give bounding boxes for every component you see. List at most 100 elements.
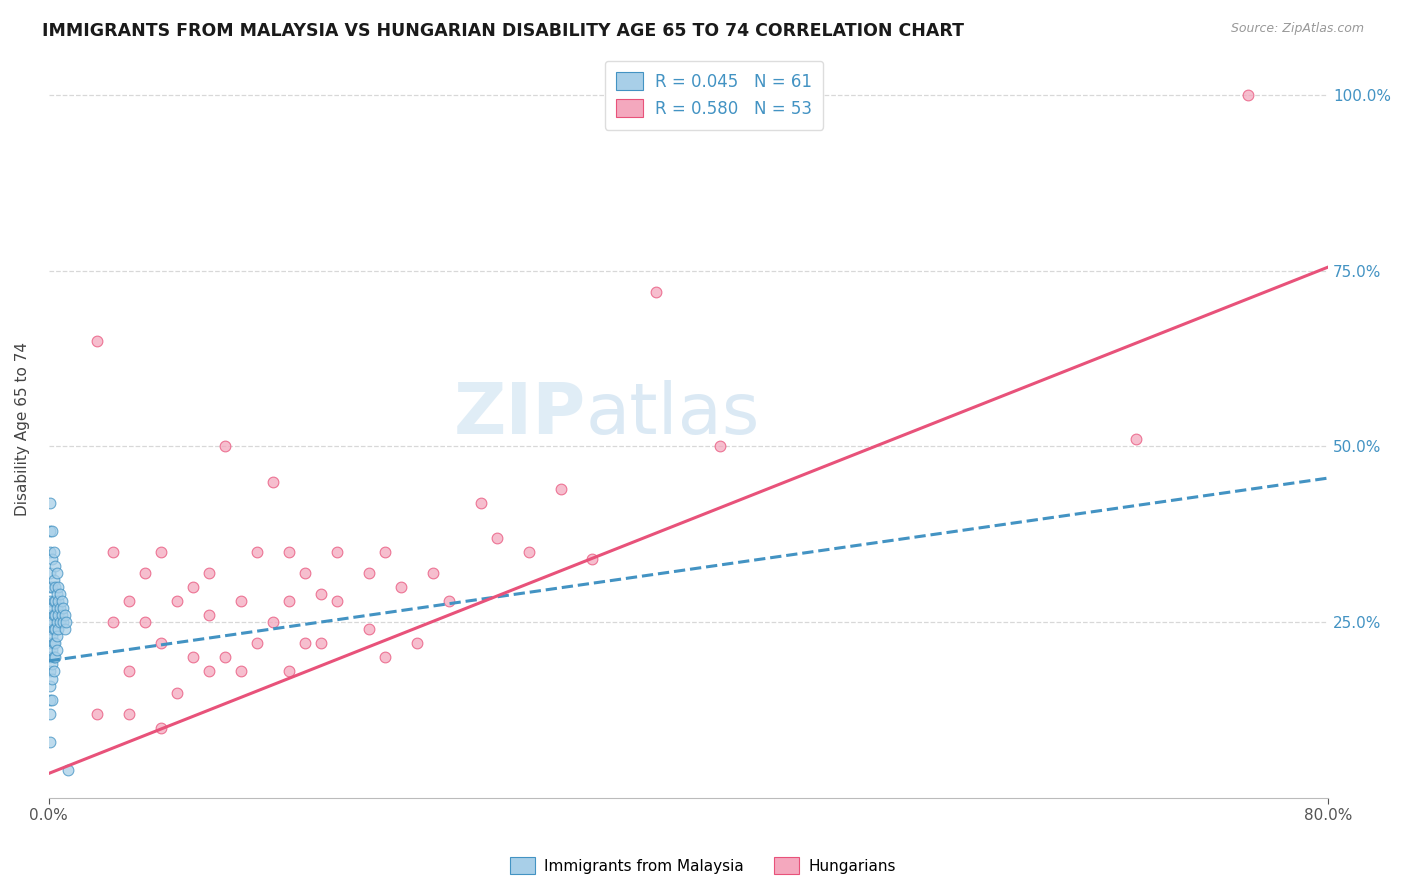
Point: [52, 615, 75, 630]
Point: [197, 608, 219, 623]
Point: [39, 496, 62, 510]
Point: [39, 594, 62, 608]
Point: [229, 665, 252, 679]
Point: [1125, 433, 1147, 447]
Point: [42, 594, 65, 608]
Point: [45, 643, 67, 657]
Point: [437, 594, 460, 608]
Point: [246, 636, 269, 650]
Point: [550, 482, 572, 496]
Point: [41, 643, 63, 657]
Point: [86, 334, 108, 348]
Point: [44, 636, 66, 650]
Point: [41, 524, 63, 538]
Text: IMMIGRANTS FROM MALAYSIA VS HUNGARIAN DISABILITY AGE 65 TO 74 CORRELATION CHART: IMMIGRANTS FROM MALAYSIA VS HUNGARIAN DI…: [42, 22, 965, 40]
Point: [45, 615, 67, 630]
Point: [197, 665, 219, 679]
Point: [53, 608, 76, 623]
Point: [44, 559, 66, 574]
Legend: Immigrants from Malaysia, Hungarians: Immigrants from Malaysia, Hungarians: [505, 851, 901, 880]
Point: [39, 706, 62, 721]
Point: [46, 594, 69, 608]
Point: [42, 608, 65, 623]
Point: [581, 552, 603, 566]
Point: [645, 285, 668, 299]
Point: [214, 650, 236, 665]
Point: [41, 601, 63, 615]
Point: [49, 587, 72, 601]
Text: atlas: atlas: [586, 380, 761, 449]
Point: [357, 622, 380, 636]
Point: [39, 679, 62, 693]
Point: [325, 545, 347, 559]
Point: [49, 615, 72, 630]
Point: [41, 657, 63, 672]
Point: [51, 608, 73, 623]
Point: [39, 545, 62, 559]
Point: [309, 587, 332, 601]
Point: [46, 622, 69, 636]
Point: [405, 636, 427, 650]
Point: [470, 496, 492, 510]
Point: [55, 615, 77, 630]
Point: [52, 601, 75, 615]
Point: [149, 545, 172, 559]
Point: [517, 545, 540, 559]
Point: [39, 524, 62, 538]
Point: [39, 650, 62, 665]
Point: [118, 706, 141, 721]
Point: [229, 594, 252, 608]
Point: [118, 665, 141, 679]
Point: [181, 650, 204, 665]
Point: [325, 594, 347, 608]
Point: [39, 665, 62, 679]
Point: [1237, 87, 1260, 102]
Point: [181, 580, 204, 594]
Point: [389, 580, 412, 594]
Point: [39, 636, 62, 650]
Point: [86, 706, 108, 721]
Point: [134, 615, 156, 630]
Point: [39, 608, 62, 623]
Point: [45, 566, 67, 580]
Point: [118, 594, 141, 608]
Point: [262, 475, 284, 489]
Point: [51, 594, 73, 608]
Point: [374, 545, 396, 559]
Point: [422, 566, 444, 580]
Point: [246, 545, 269, 559]
Point: [277, 594, 299, 608]
Point: [42, 545, 65, 559]
Point: [149, 721, 172, 735]
Point: [166, 685, 188, 699]
Point: [44, 580, 66, 594]
Point: [44, 594, 66, 608]
Point: [39, 692, 62, 706]
Point: [101, 615, 124, 630]
Text: ZIP: ZIP: [454, 380, 586, 449]
Text: Source: ZipAtlas.com: Source: ZipAtlas.com: [1230, 22, 1364, 36]
Point: [39, 622, 62, 636]
Point: [149, 636, 172, 650]
Point: [42, 650, 65, 665]
Point: [41, 692, 63, 706]
Point: [42, 665, 65, 679]
Point: [214, 439, 236, 453]
Point: [44, 650, 66, 665]
Point: [309, 636, 332, 650]
Point: [134, 566, 156, 580]
Point: [709, 439, 731, 453]
Point: [294, 636, 316, 650]
Point: [42, 573, 65, 587]
Point: [49, 601, 72, 615]
Point: [39, 566, 62, 580]
Point: [101, 545, 124, 559]
Point: [56, 763, 79, 777]
Point: [41, 629, 63, 643]
Point: [44, 608, 66, 623]
Point: [41, 580, 63, 594]
Point: [277, 665, 299, 679]
Legend: R = 0.045   N = 61, R = 0.580   N = 53: R = 0.045 N = 61, R = 0.580 N = 53: [605, 61, 824, 129]
Point: [41, 672, 63, 686]
Point: [262, 615, 284, 630]
